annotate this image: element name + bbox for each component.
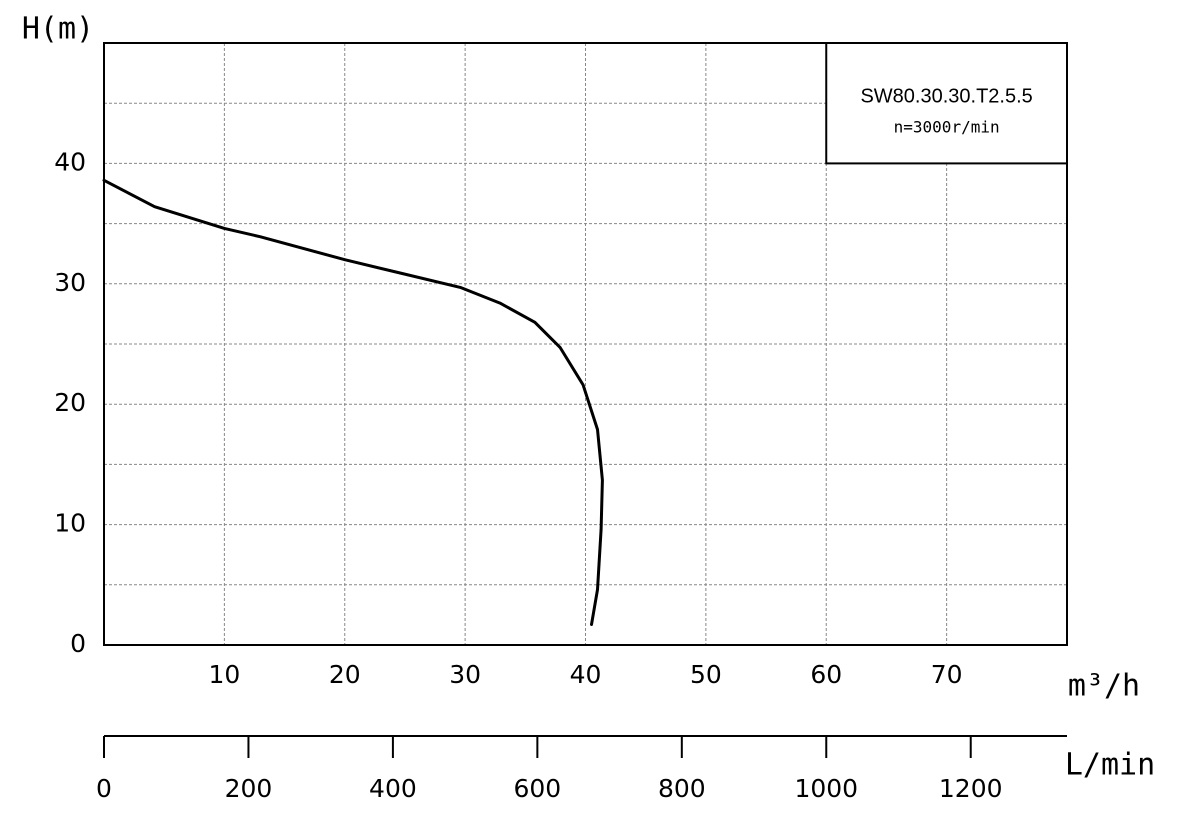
x2-tick-label: 200: [225, 774, 273, 803]
y-tick-label: 30: [54, 268, 86, 297]
x-axis-label: m³/h: [1068, 669, 1140, 704]
x2-tick-label: 400: [369, 774, 417, 803]
x-tick-label: 60: [810, 660, 842, 689]
x-tick-label: 10: [208, 660, 240, 689]
x2-tick-label: 800: [658, 774, 706, 803]
y-tick-label: 0: [70, 629, 86, 658]
x-tick-label: 40: [570, 660, 602, 689]
x2-axis-label: L/min: [1065, 748, 1155, 783]
x-tick-label: 70: [931, 660, 963, 689]
y-tick-label: 20: [54, 388, 86, 417]
x2-tick-label: 1200: [939, 774, 1003, 803]
data-line: [102, 178, 604, 626]
annotation: n=3000r/min: [894, 118, 1000, 137]
x2-tick-label: 1000: [794, 774, 858, 803]
y-tick-label: 10: [54, 509, 86, 538]
y-axis-label: H(m): [22, 12, 94, 47]
x-tick-label: 20: [329, 660, 361, 689]
x2-tick-label: 600: [514, 774, 562, 803]
x-tick-label: 30: [449, 660, 481, 689]
y-tick-label: 40: [54, 147, 86, 176]
x2-tick-label: 0: [96, 774, 112, 803]
plot-frame: [103, 42, 1068, 646]
legend-box: [825, 42, 1068, 165]
x-tick-label: 50: [690, 660, 722, 689]
legend-name: SW80.30.30.T2.5.5: [860, 85, 1032, 107]
